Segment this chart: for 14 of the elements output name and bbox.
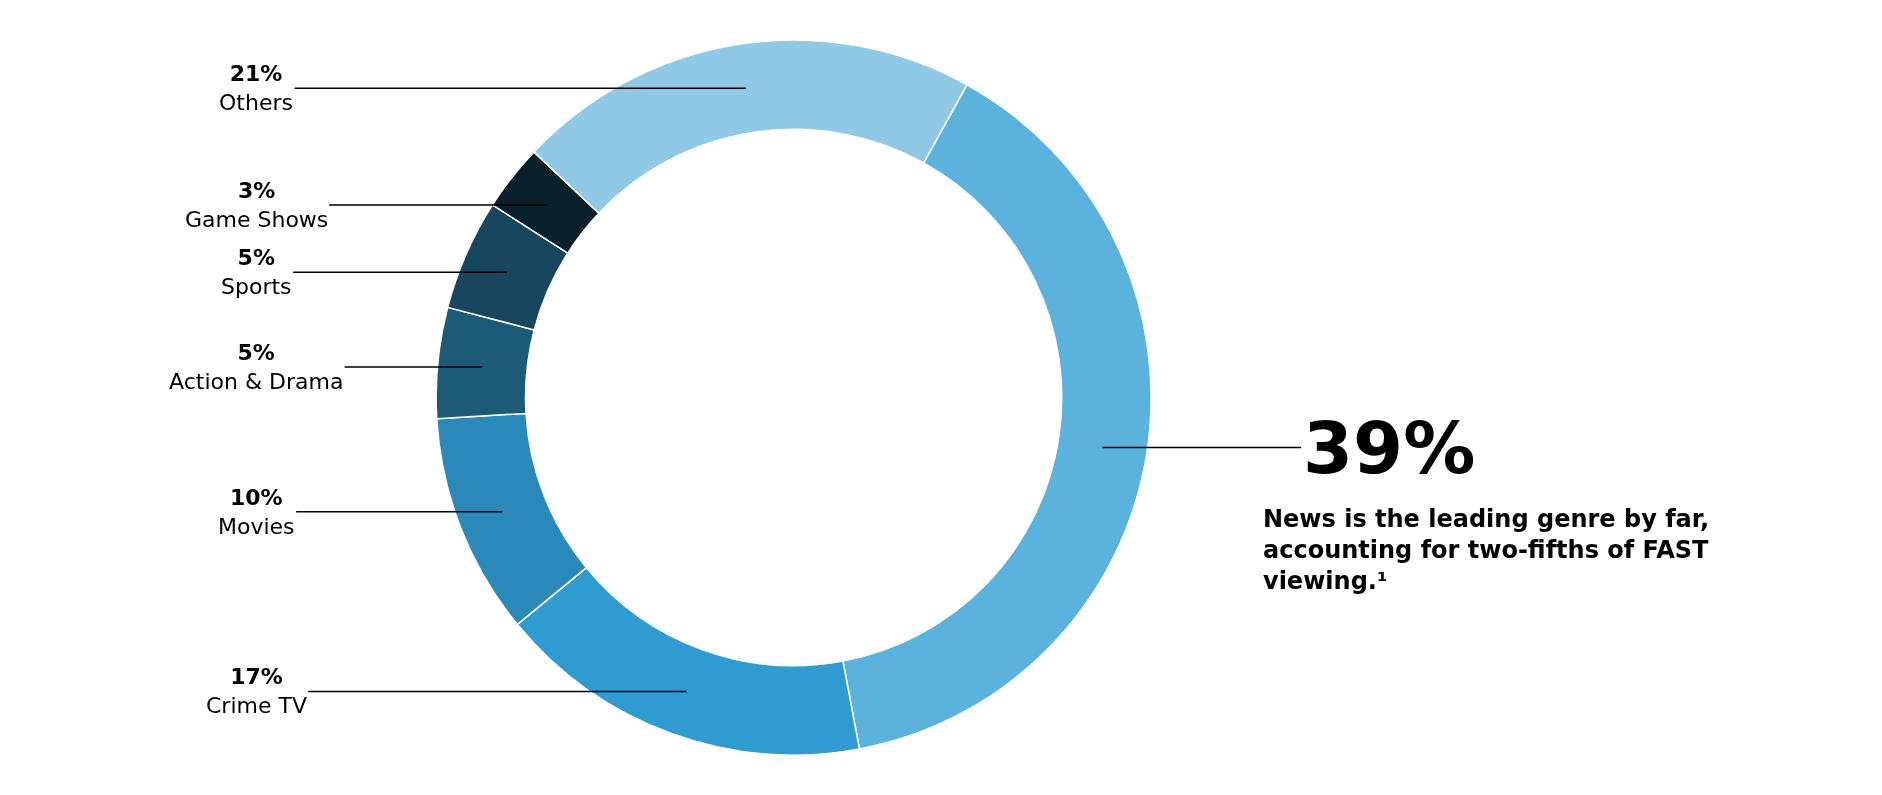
slice-label: Others [219, 89, 293, 115]
data-label: 17% [230, 664, 283, 689]
data-label: 21% [229, 61, 283, 86]
text: News is the leading genre by far, accounting for two-fifths of FAST viewing.¹ [1263, 505, 1710, 596]
data-label: 3% [237, 178, 276, 203]
slice-label: Action & Drama [169, 368, 344, 394]
slice-label: Game Shows [185, 206, 329, 232]
slice-label: Movies [218, 513, 295, 539]
slice-label: Crime TV [206, 692, 307, 718]
data-label: 10% [229, 485, 283, 510]
data-label: 5% [237, 245, 275, 270]
data-label: 39% [1303, 406, 1476, 490]
slice-label: Sports [221, 273, 292, 299]
data-label: 5% [237, 340, 275, 365]
